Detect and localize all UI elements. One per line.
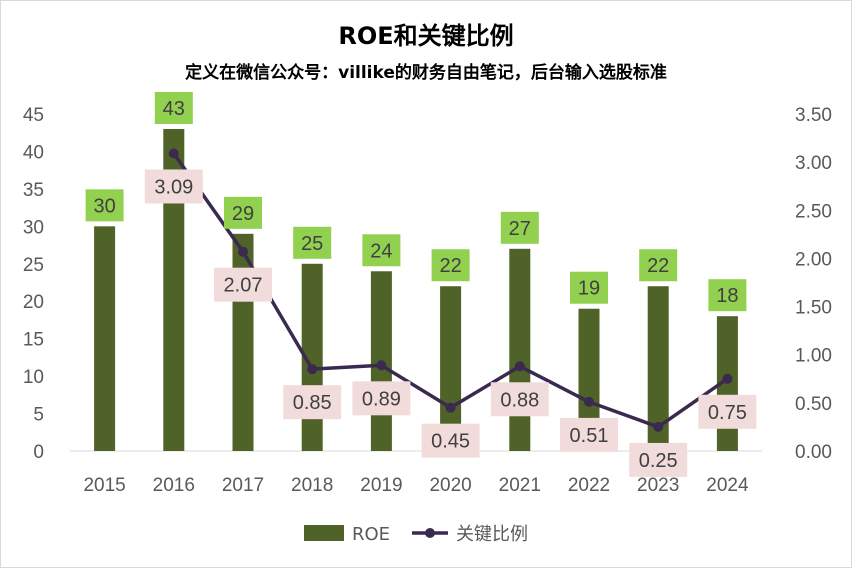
roe-bar	[509, 248, 531, 451]
roe-bar	[578, 308, 600, 451]
right-tick-label: 1.50	[795, 298, 832, 319]
ratio-point	[584, 396, 594, 407]
right-tick-label: 3.50	[795, 105, 832, 126]
ratio-label-box	[352, 381, 411, 416]
roe-label-box	[500, 211, 539, 244]
ratio-data-labels: 3.09 2.07 0.85 0.89 0.45 0.88 0.51 0.25 0.75	[144, 169, 757, 477]
left-axis: 0 5 10 15 20 25 30 35 40 45	[23, 105, 44, 463]
ratio-data-label: 0.85	[293, 392, 332, 414]
x-tick-label: 2021	[499, 475, 541, 496]
roe-label-box	[293, 226, 332, 259]
ratio-point	[445, 402, 456, 413]
ratio-point	[238, 246, 248, 257]
left-tick-label: 10	[23, 367, 44, 388]
left-tick-label: 40	[23, 142, 44, 163]
ratio-label-box	[490, 382, 549, 417]
x-tick-label: 2020	[429, 475, 471, 496]
x-axis: 2015 2016 2017 2018 2019 2020 2021 2022 2023 2024	[83, 475, 749, 496]
roe-label-box	[154, 91, 193, 124]
x-tick-label: 2016	[153, 475, 195, 496]
roe-label-box	[639, 249, 678, 282]
roe-data-label: 22	[647, 255, 669, 277]
ratio-data-label: 0.25	[639, 450, 678, 472]
roe-data-label: 29	[232, 203, 254, 225]
ratio-point	[168, 148, 179, 159]
ratio-data-label: 0.75	[708, 402, 747, 424]
legend: ROE 关键比例	[304, 524, 528, 545]
ratio-data-label: 3.09	[154, 176, 193, 198]
ratio-label-box	[560, 417, 618, 452]
ratio-label-box	[283, 385, 342, 420]
left-tick-label: 20	[23, 292, 44, 313]
ratio-label-box	[629, 442, 688, 477]
right-tick-label: 2.00	[795, 249, 832, 270]
roe-label-box	[570, 271, 608, 304]
left-tick-label: 45	[23, 105, 44, 126]
left-tick-label: 0	[33, 442, 44, 463]
ratio-label-box	[698, 394, 757, 429]
roe-bar	[94, 226, 116, 451]
x-tick-label: 2023	[637, 475, 679, 496]
left-tick-label: 25	[23, 255, 44, 276]
right-tick-label: 0.50	[795, 394, 832, 415]
ratio-data-label: 2.07	[224, 275, 263, 297]
ratio-data-label: 0.45	[431, 431, 470, 453]
roe-data-label: 18	[716, 285, 738, 307]
roe-data-label: 30	[93, 195, 115, 217]
legend-roe-swatch	[304, 525, 344, 541]
right-tick-label: 1.00	[795, 346, 832, 367]
x-tick-label: 2022	[568, 475, 610, 496]
chart-title: ROE和关键比例	[338, 22, 513, 50]
roe-label-box	[708, 279, 747, 312]
right-tick-label: 3.00	[795, 153, 832, 174]
legend-ratio-label: 关键比例	[456, 524, 528, 545]
roe-label-box	[85, 189, 124, 222]
legend-ratio-marker	[425, 528, 435, 538]
ratio-label-box	[421, 423, 480, 458]
legend-roe-label: ROE	[352, 524, 390, 545]
ratio-label-box	[214, 267, 272, 302]
roe-data-label: 22	[439, 255, 461, 277]
roe-data-label: 19	[578, 278, 600, 300]
left-tick-label: 35	[23, 180, 44, 201]
roe-data-label: 25	[301, 233, 323, 255]
ratio-point	[514, 361, 525, 372]
ratio-point	[722, 373, 733, 384]
ratio-data-label: 0.89	[362, 388, 401, 410]
right-tick-label: 2.50	[795, 201, 832, 222]
ratio-label-box	[144, 169, 203, 204]
roe-data-label: 27	[509, 218, 531, 240]
ratio-data-label: 0.88	[500, 389, 539, 411]
ratio-point	[376, 360, 387, 371]
ratio-data-label: 0.51	[570, 425, 609, 447]
roe-label-box	[431, 249, 470, 282]
chart-subtitle: 定义在微信公众号：villike的财务自由笔记，后台输入选股标准	[185, 62, 667, 83]
x-tick-label: 2018	[291, 475, 333, 496]
right-tick-label: 0.00	[795, 442, 832, 463]
roe-bar	[647, 286, 669, 451]
x-tick-label: 2017	[222, 475, 264, 496]
roe-label-box	[362, 234, 401, 267]
roe-label-box	[224, 196, 262, 229]
x-tick-label: 2019	[360, 475, 402, 496]
x-tick-label: 2015	[83, 475, 125, 496]
left-tick-label: 15	[23, 330, 44, 351]
right-axis: 0.00 0.50 1.00 1.50 2.00 2.50 3.00 3.50	[795, 105, 832, 463]
roe-bar	[440, 286, 462, 451]
x-tick-label: 2024	[706, 475, 749, 496]
left-tick-label: 5	[33, 405, 44, 426]
ratio-point	[307, 364, 318, 375]
left-tick-label: 30	[23, 217, 44, 238]
roe-data-label: 43	[163, 98, 185, 120]
roe-data-labels: 30 43 29 25 24 22 27 19 22 18	[85, 91, 747, 312]
ratio-point	[653, 421, 664, 432]
roe-data-label: 24	[370, 240, 392, 262]
roe-bar	[163, 128, 185, 451]
